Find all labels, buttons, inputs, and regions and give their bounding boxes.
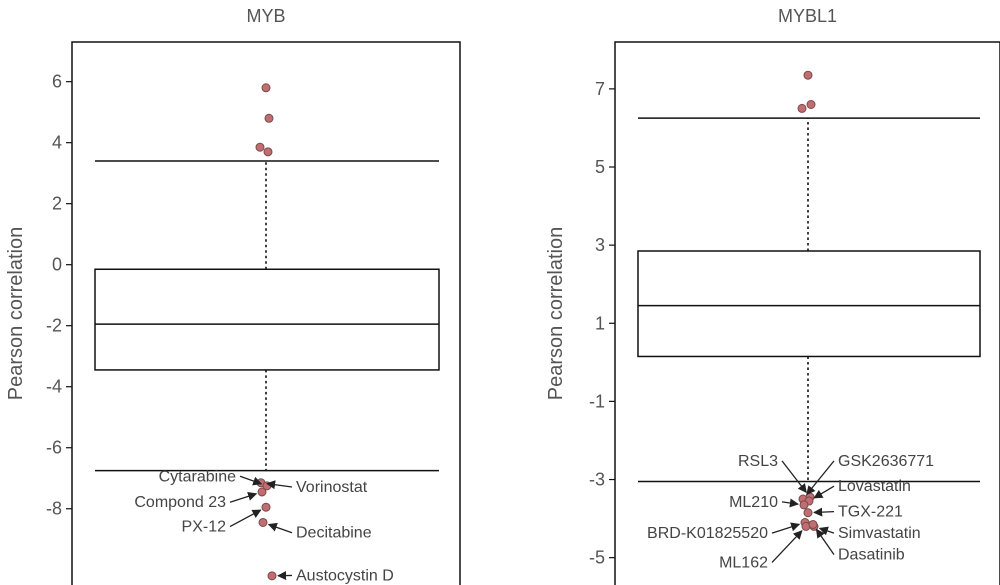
annotation-arrow: [229, 491, 258, 503]
annotation-label: BRD-K01825520: [647, 525, 768, 542]
annotation-arrow: [781, 460, 807, 494]
annotation-label: Dasatinib: [838, 547, 905, 564]
chart-title: MYBL1: [778, 6, 837, 26]
annotation-label: Compond 23: [134, 494, 226, 511]
y-tick-label: -2: [46, 316, 62, 336]
annotation-label: Vorinostat: [296, 479, 368, 496]
outlier-point: [257, 487, 267, 497]
iqr-box: [94, 268, 440, 371]
y-tick-label: -5: [589, 548, 605, 568]
y-tick-label: -3: [589, 470, 605, 490]
y-tick-label: 0: [52, 255, 62, 275]
annotation-arrow: [771, 522, 801, 534]
y-tick-label: 5: [595, 157, 605, 177]
outlier-point: [267, 571, 277, 581]
y-tick-label: -1: [589, 391, 605, 411]
annotation-arrow: [806, 460, 835, 496]
panel-myb: MYB Pearson correlation 6 4 2 0 -2 -4 -6 -8 Vorino…: [5, 6, 461, 585]
outlier-point: [803, 70, 813, 80]
outlier-point: [803, 508, 813, 518]
y-tick-label: 4: [52, 133, 62, 153]
annotation-label: ML210: [729, 494, 778, 511]
iqr-box: [637, 250, 981, 358]
outlier-point: [261, 502, 271, 512]
annotation-label: Decitabine: [296, 525, 372, 542]
annotation-arrow: [239, 475, 263, 486]
outlier-point: [258, 517, 268, 527]
annotation-label: TGX-221: [838, 504, 903, 521]
y-tick-label: -8: [46, 499, 62, 519]
outlier-point: [797, 103, 807, 113]
annotation-arrow: [267, 522, 293, 534]
annotation-arrow: [815, 528, 835, 555]
annotation-arrow: [813, 507, 835, 517]
y-tick-label: 3: [595, 235, 605, 255]
chart-title: MYB: [246, 6, 285, 26]
outlier-point: [255, 142, 265, 152]
y-tick-label: -6: [46, 438, 62, 458]
annotation-label: Simvastatin: [838, 525, 921, 542]
annotation-label: Cytarabine: [159, 468, 236, 485]
outlier-point: [263, 147, 273, 157]
outlier-point: [261, 83, 271, 93]
panel-mybl1: MYBL1 Pearson correlation 7 5 3 1 -1 -3 -5 RSL3 GS…: [545, 6, 1000, 585]
outlier-point: [806, 100, 816, 110]
y-tick-label: 2: [52, 194, 62, 214]
outlier-point: [799, 500, 809, 510]
annotation-arrow: [771, 530, 803, 563]
annotation-label: Austocystin D: [296, 567, 394, 584]
annotation-arrow: [266, 480, 293, 490]
annotation-arrow: [818, 526, 835, 536]
y-tick-label: -4: [46, 377, 62, 397]
annotation-label: ML162: [719, 554, 768, 571]
y-tick-label: 6: [52, 72, 62, 92]
annotation-label: PX-12: [182, 519, 227, 536]
annotation-label: Lovastatin: [838, 478, 911, 495]
outlier-point: [808, 519, 818, 529]
y-axis-label: Pearson correlation: [5, 227, 27, 400]
annotation-arrow: [229, 509, 262, 528]
y-axis-label: Pearson correlation: [545, 227, 567, 400]
y-tick-label: 7: [595, 79, 605, 99]
annotation-arrow: [781, 498, 799, 508]
outlier-point: [264, 113, 274, 123]
plot-frame: [71, 41, 461, 585]
y-tick-label: 1: [595, 313, 605, 333]
plot-frame: [614, 41, 1000, 585]
annotation-label: RSL3: [738, 453, 778, 470]
annotation-label: GSK2636771: [838, 453, 934, 470]
annotation-arrow: [813, 485, 835, 499]
